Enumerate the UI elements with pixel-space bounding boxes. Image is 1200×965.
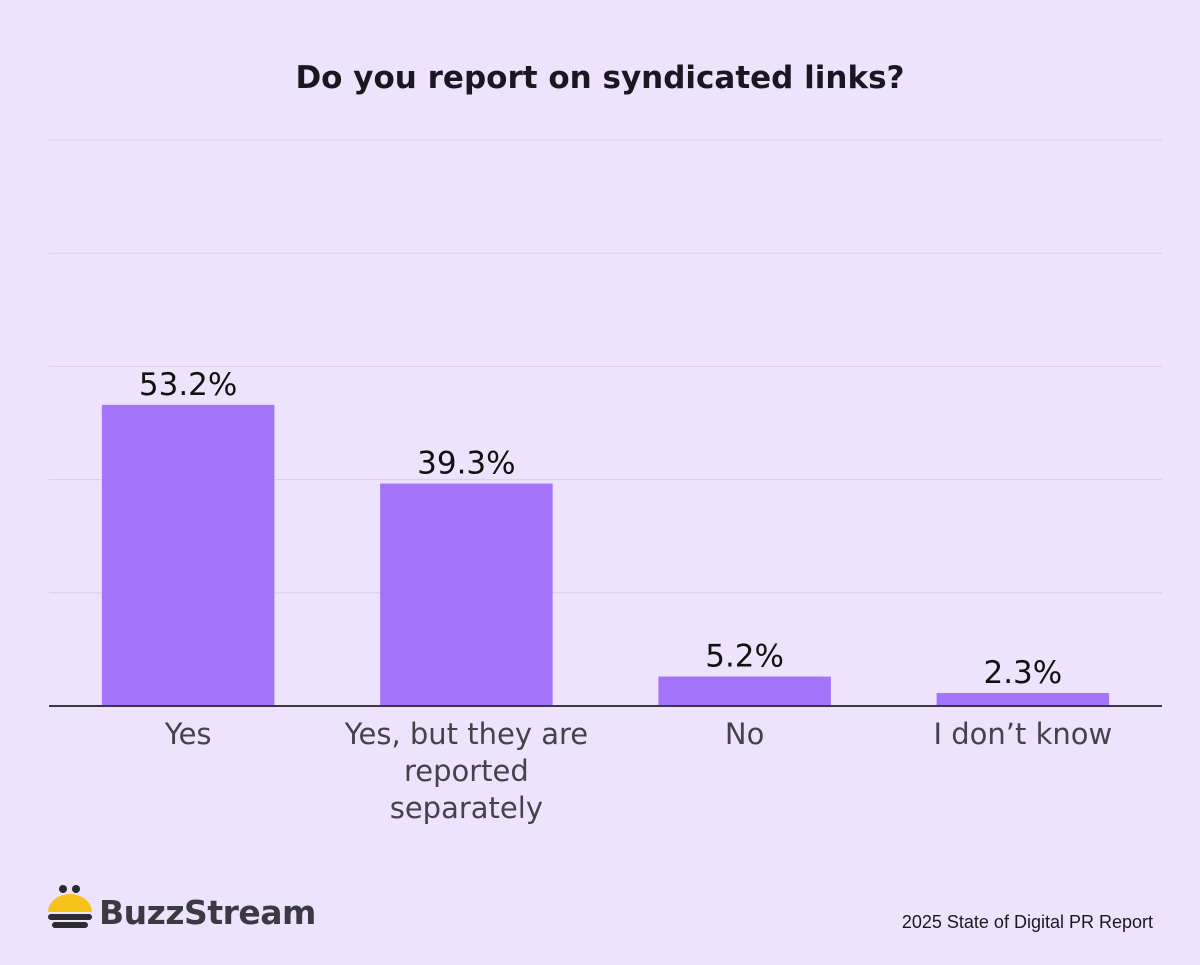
x-tick-label: Yes, but they are reported separately	[344, 717, 589, 825]
logo-icon	[48, 885, 92, 928]
value-label: 5.2%	[705, 639, 784, 675]
source: 2025 State of Digital PR Report	[901, 912, 1153, 932]
value-label: 39.3%	[417, 446, 515, 482]
brand: BuzzStream	[99, 893, 316, 932]
value-label: 2.3%	[983, 655, 1062, 691]
x-tick-label: Yes	[164, 717, 212, 751]
value-label: 53.2%	[139, 367, 237, 403]
bar	[380, 483, 553, 706]
bar	[936, 692, 1110, 706]
x-tick-label: No	[724, 717, 765, 751]
chart-title: Do you report on syndicated links?	[295, 60, 905, 96]
bar	[101, 404, 275, 706]
bar	[658, 676, 831, 706]
x-tick-label: I don’t know	[933, 717, 1113, 751]
